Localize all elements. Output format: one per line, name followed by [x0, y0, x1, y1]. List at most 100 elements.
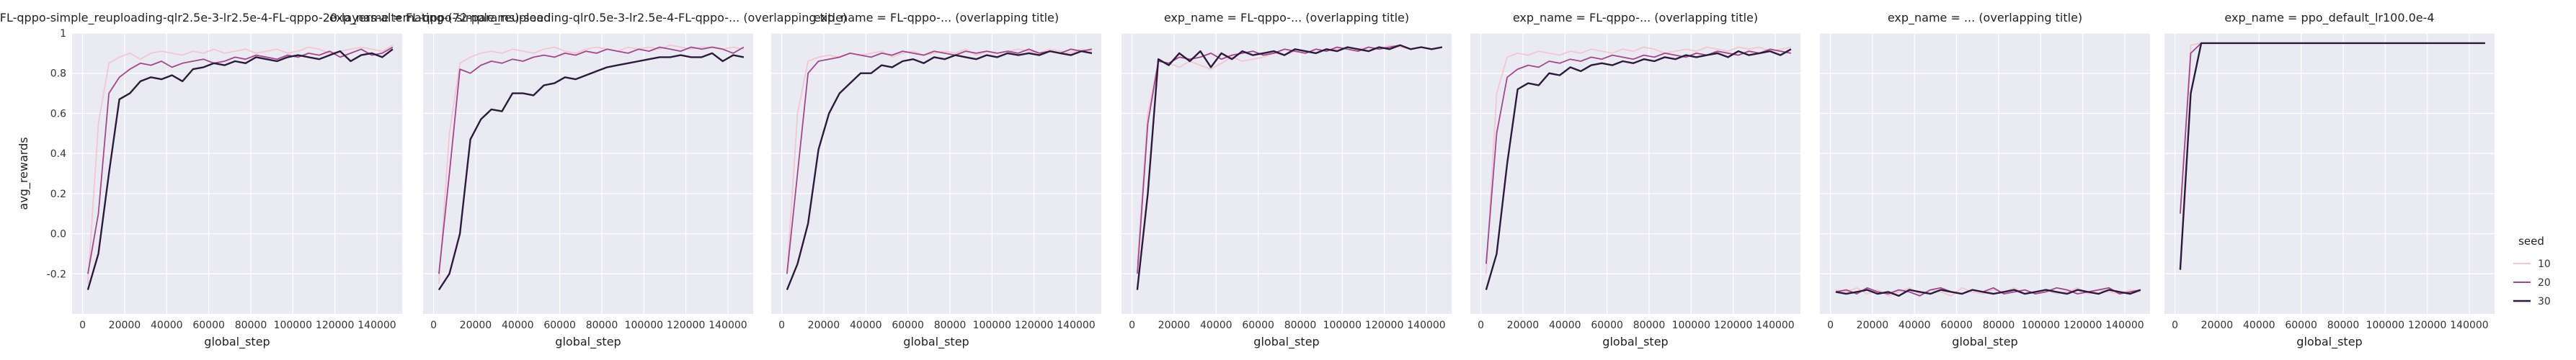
x-tick-label: 120000 [316, 320, 354, 331]
plot-background [423, 33, 753, 314]
series-line-seed-10 [87, 44, 394, 284]
series-line-seed-20 [786, 48, 1093, 274]
x-tick-label: 80000 [586, 320, 618, 331]
x-tick-label: 20000 [1857, 320, 1889, 331]
x-tick-label: 120000 [2064, 320, 2102, 331]
series-line-seed-30 [86, 48, 394, 290]
series-line-seed-20 [1485, 48, 1792, 264]
plot-background [1820, 33, 2150, 314]
series-line-seed-10 [1137, 44, 1443, 264]
plot-background [771, 33, 1101, 314]
series-line-seed-30 [1485, 48, 1792, 290]
x-tick-label: 20000 [2201, 320, 2234, 331]
x-tick-label: 140000 [1756, 320, 1794, 331]
facet-panel-3: 0 20000 40000 60000 80000 100000 120000 140000 g… [771, 11, 1101, 349]
x-tick-label: 0 [430, 320, 437, 331]
x-tick-label: 100000 [1672, 320, 1710, 331]
x-tick-label: 140000 [2450, 320, 2488, 331]
facet-title: exp_name = ... (overlapping title) [1888, 11, 2082, 25]
facet-panel-1: 0 20000 40000 60000 80000 100000 120000 140000-… [0, 11, 551, 349]
x-axis-label: global_step [903, 335, 969, 349]
facet-title: exp_name = FL-qppo-... (overlapping titl… [1164, 11, 1409, 25]
x-tick-label: 80000 [1633, 320, 1666, 331]
y-tick-label: -0.2 [47, 269, 66, 280]
series-line-seed-30 [2179, 42, 2485, 270]
legend-title: seed [2518, 235, 2544, 248]
facet-panel-2: 0 20000 40000 60000 80000 100000 120000 140000 g… [329, 11, 847, 349]
x-tick-label: 0 [778, 320, 785, 331]
x-axis-label: global_step [2296, 335, 2362, 349]
plot-background [72, 33, 402, 314]
x-axis-label: global_step [1253, 335, 1319, 349]
x-tick-label: 20000 [460, 320, 492, 331]
x-tick-label: 120000 [1714, 320, 1752, 331]
y-tick-label: 0.6 [50, 108, 66, 120]
x-axis-label: global_step [555, 335, 621, 349]
series-line-seed-20 [87, 46, 394, 274]
series-line-seed-30 [438, 52, 745, 291]
facet-title: exp_name = ppo_default_lr100.0e-4 [2224, 11, 2434, 25]
x-tick-label: 40000 [850, 320, 882, 331]
x-tick-label: 100000 [625, 320, 663, 331]
x-tick-label: 40000 [1549, 320, 1581, 331]
series-line-seed-10 [438, 44, 745, 284]
x-tick-label: 60000 [892, 320, 924, 331]
legend-label-seed-10: 10 [2538, 258, 2551, 270]
x-tick-label: 100000 [973, 320, 1011, 331]
series-line-seed-30 [1136, 44, 1443, 290]
x-tick-label: 40000 [151, 320, 183, 331]
x-tick-label: 100000 [1323, 320, 1362, 331]
series-line-seed-20 [438, 46, 745, 274]
x-tick-label: 40000 [502, 320, 534, 331]
legend-label-seed-20: 20 [2538, 277, 2551, 289]
x-tick-label: 140000 [357, 320, 396, 331]
facet-title: exp_name = FL-qppo-... (overlapping titl… [1513, 11, 1758, 25]
x-tick-label: 60000 [1940, 320, 1973, 331]
x-tick-label: 120000 [1365, 320, 1403, 331]
y-axis-label: avg_rewards [17, 137, 31, 210]
y-tick-label: 0.4 [50, 148, 66, 160]
x-tick-label: 100000 [274, 320, 312, 331]
x-tick-label: 140000 [709, 320, 747, 331]
x-tick-label: 60000 [1242, 320, 1274, 331]
x-tick-label: 120000 [1015, 320, 1053, 331]
x-tick-label: 80000 [235, 320, 267, 331]
legend-label-seed-30: 30 [2538, 296, 2551, 307]
plot-background [2164, 33, 2495, 314]
x-tick-label: 60000 [192, 320, 225, 331]
x-tick-label: 20000 [109, 320, 141, 331]
x-axis-label: global_step [1952, 335, 2017, 349]
x-tick-label: 80000 [2327, 320, 2360, 331]
facet-panel-7: 0 20000 40000 60000 80000 100000 120000 140000 g… [2164, 11, 2495, 349]
plot-background [1470, 33, 1800, 314]
facet-title: exp_name = FL-qppo-simple_reuploading-ql… [329, 11, 847, 25]
x-tick-label: 140000 [2105, 320, 2144, 331]
series-line-seed-10 [1835, 287, 2141, 297]
x-tick-label: 120000 [667, 320, 705, 331]
x-tick-label: 100000 [2022, 320, 2060, 331]
x-tick-label: 0 [1129, 320, 1135, 331]
x-tick-label: 80000 [1284, 320, 1317, 331]
plot-background [1122, 33, 1452, 314]
series-line-seed-10 [1485, 46, 1792, 274]
x-tick-label: 40000 [1898, 320, 1931, 331]
y-tick-label: 0.2 [50, 189, 66, 200]
x-tick-label: 0 [79, 320, 86, 331]
x-tick-label: 0 [1827, 320, 1834, 331]
x-axis-label: global_step [204, 335, 270, 349]
x-tick-label: 20000 [808, 320, 840, 331]
x-tick-label: 0 [1478, 320, 1484, 331]
y-tick-label: 1 [60, 28, 66, 40]
x-tick-label: 60000 [1591, 320, 1623, 331]
x-tick-label: 140000 [1057, 320, 1095, 331]
x-tick-label: 20000 [1158, 320, 1191, 331]
x-tick-label: 40000 [2243, 320, 2275, 331]
x-tick-label: 60000 [543, 320, 576, 331]
x-tick-label: 120000 [2408, 320, 2446, 331]
x-tick-label: 100000 [2366, 320, 2404, 331]
facet-title: exp_name = FL-qppo-simple_reuploading-ql… [0, 11, 551, 25]
legend: seed 10 20 30 [2513, 235, 2551, 307]
x-tick-label: 0 [2172, 320, 2178, 331]
series-line-seed-30 [1835, 289, 2141, 297]
